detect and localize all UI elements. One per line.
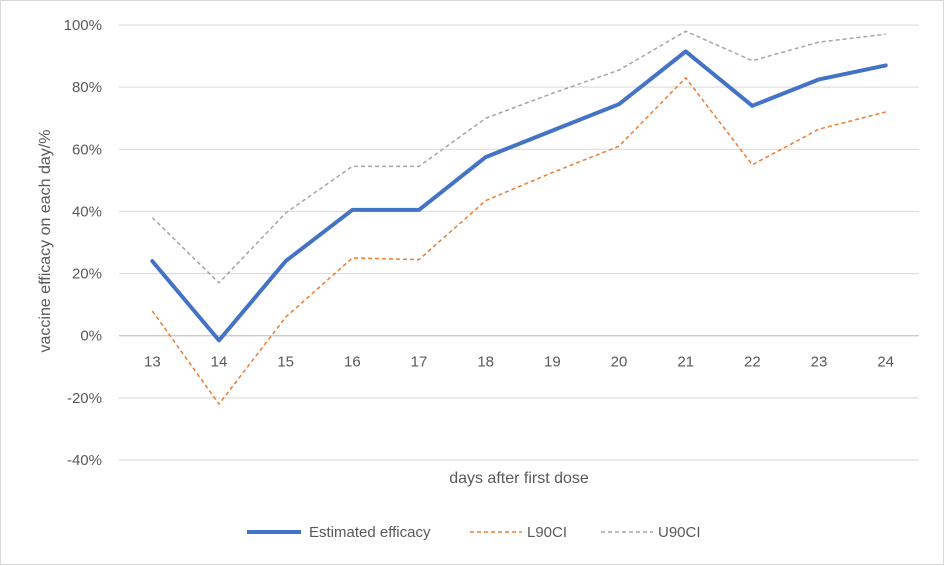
- x-tick-label: 16: [344, 354, 361, 371]
- gridlines: [119, 24, 919, 461]
- x-tick-label: 20: [611, 354, 628, 371]
- x-tick-label: 21: [677, 354, 694, 371]
- x-axis-ticks: 13 14 15 16 17 18 19 20 21 22 23 24: [144, 354, 894, 371]
- y-tick-label: -20%: [67, 390, 102, 407]
- series-lines: [150, 30, 888, 405]
- y-tick-label: 60%: [72, 141, 102, 158]
- y-axis-title: vaccine efficacy on each day/%: [37, 130, 54, 353]
- x-tick-label: 14: [211, 354, 228, 371]
- x-tick-label: 13: [144, 354, 161, 371]
- series-line-l90ci: [151, 77, 886, 405]
- x-tick-label: 22: [744, 354, 761, 371]
- x-tick-label: 19: [544, 354, 561, 371]
- x-tick-label: 15: [277, 354, 294, 371]
- x-tick-label: 24: [877, 354, 894, 371]
- y-tick-label: 20%: [72, 266, 102, 283]
- x-axis-title: days after first dose: [449, 470, 589, 487]
- legend-label: U90CI: [658, 524, 701, 541]
- legend-label: L90CI: [527, 524, 567, 541]
- series-line-estimated-efficacy: [150, 49, 888, 343]
- x-tick-label: 18: [477, 354, 494, 371]
- x-tick-label: 17: [411, 354, 428, 371]
- legend-label: Estimated efficacy: [309, 524, 431, 541]
- legend: Estimated efficacy L90CI U90CI: [247, 524, 701, 541]
- y-tick-label: -40%: [67, 452, 102, 469]
- y-tick-label: 40%: [72, 203, 102, 220]
- y-tick-label: 0%: [80, 328, 102, 345]
- y-tick-label: 100%: [64, 17, 102, 34]
- series-line-u90ci: [151, 30, 886, 284]
- x-tick-label: 23: [811, 354, 828, 371]
- y-axis-ticks: -40% -20% 0% 20% 40% 60% 80% 100%: [64, 17, 102, 469]
- y-tick-label: 80%: [72, 79, 102, 96]
